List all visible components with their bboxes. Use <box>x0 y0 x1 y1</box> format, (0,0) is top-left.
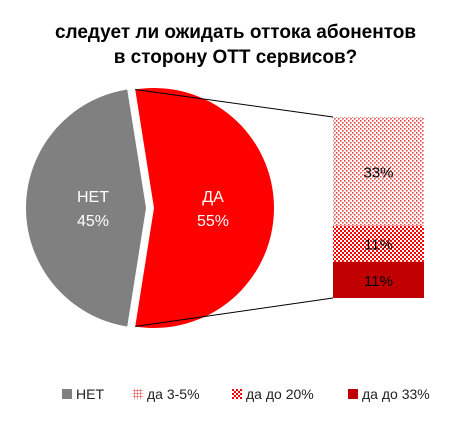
legend-swatch-4 <box>348 389 358 399</box>
chart-legend: НЕТ да 3-5% да до 20% да до 33% <box>0 386 471 410</box>
pie-slice-no <box>25 89 146 327</box>
connector-lines <box>135 88 334 328</box>
pie-value-yes: 55% <box>197 213 229 230</box>
bar-segment-1 <box>333 117 424 226</box>
pie-slices <box>25 88 274 328</box>
legend-item-1: НЕТ <box>62 386 104 402</box>
bar-segment-2 <box>333 225 424 262</box>
legend-label-4: да до 33% <box>362 386 430 402</box>
chart-labels: 33% 11% 11% НЕТ 45% ДА 55% <box>77 164 394 290</box>
legend-item-2: да 3-5% <box>133 386 200 402</box>
bar-segment-label-3: 11% <box>364 273 393 290</box>
chart-title: следует ли ожидать оттока абонентов в ст… <box>0 20 471 70</box>
legend-swatch-2 <box>133 389 143 399</box>
pie-label-no: НЕТ <box>77 189 109 206</box>
legend-item-4: да до 33% <box>348 386 430 402</box>
legend-swatch-3 <box>232 389 242 399</box>
breakdown-bar <box>333 117 424 298</box>
connector-line-bottom <box>135 297 334 328</box>
chart-title-line-1: следует ли ожидать оттока абонентов <box>54 22 417 43</box>
bar-segment-label-1: 33% <box>363 164 393 181</box>
legend-swatch-1 <box>62 389 72 399</box>
legend-label-2: да 3-5% <box>147 386 200 402</box>
pie-value-no: 45% <box>77 213 109 230</box>
bar-segment-label-2: 11% <box>364 237 393 254</box>
legend-label-3: да до 20% <box>246 386 314 402</box>
pie-label-yes: ДА <box>202 189 224 206</box>
pie-slice-yes <box>135 88 274 328</box>
chart-title-line-2: в сторону ОТТ сервисов? <box>113 47 358 68</box>
bar-segment-3 <box>333 261 424 298</box>
legend-label-1: НЕТ <box>76 386 104 402</box>
connector-line-top <box>135 88 334 118</box>
legend-item-3: да до 20% <box>232 386 314 402</box>
